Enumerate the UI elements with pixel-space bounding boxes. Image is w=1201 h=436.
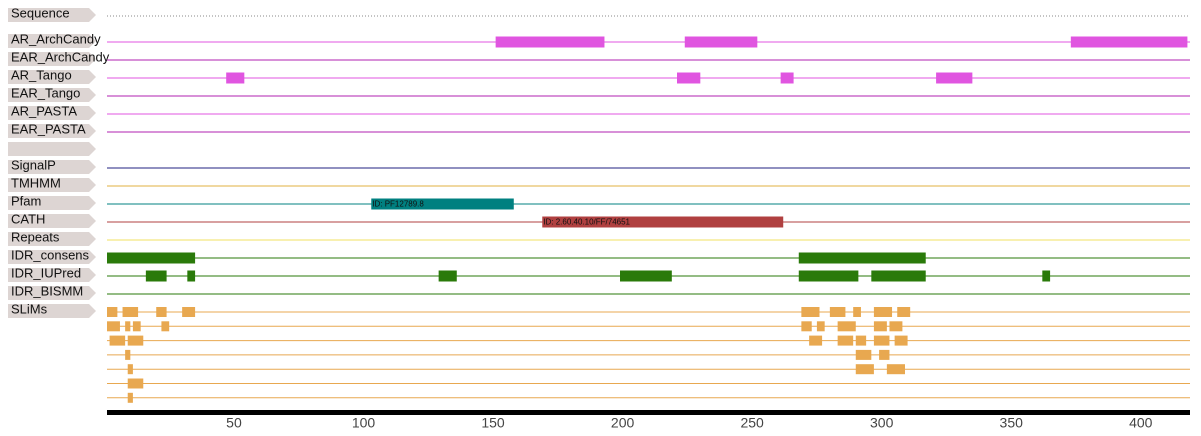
axis-bar (107, 410, 1190, 415)
feature (873, 307, 893, 317)
feature (798, 252, 926, 264)
feature (936, 72, 973, 84)
feature (620, 270, 672, 282)
feature (816, 321, 825, 332)
feature (886, 364, 905, 375)
track-tag (8, 106, 96, 120)
feature (1042, 270, 1051, 282)
feature (226, 72, 245, 84)
feature (855, 364, 874, 375)
track-label: Repeats (11, 229, 60, 244)
feature (122, 307, 139, 317)
tick-label: 50 (226, 415, 242, 431)
feature (127, 392, 133, 403)
feature (107, 321, 120, 332)
feature (853, 307, 861, 317)
track-label: EAR_ArchCandy (11, 49, 110, 64)
track-tag (8, 178, 96, 192)
track-label: IDR_BISMM (11, 283, 83, 298)
feature (855, 349, 872, 360)
track-tag (8, 286, 96, 300)
feature (145, 270, 167, 282)
feature (780, 72, 794, 84)
track-label: AR_ArchCandy (11, 31, 101, 46)
track-tag (8, 34, 96, 48)
tick-label: 150 (481, 415, 505, 431)
feature (161, 321, 170, 332)
feature (879, 349, 890, 360)
track-tag (8, 250, 96, 264)
tick-label: 100 (352, 415, 376, 431)
track-tag (8, 88, 96, 102)
track-label: IDR_consens (11, 247, 90, 262)
track-tag (8, 8, 96, 22)
feature (495, 36, 605, 48)
feature (837, 321, 856, 332)
track-tag (8, 52, 96, 66)
track-label: SignalP (11, 157, 56, 172)
feature (127, 364, 133, 375)
feature (107, 252, 196, 264)
track-label: AR_PASTA (11, 103, 77, 118)
feature (677, 72, 701, 84)
feature (132, 321, 141, 332)
track-tag (8, 304, 96, 318)
track-label: EAR_Tango (11, 85, 80, 100)
track-tag (8, 196, 96, 210)
feature (801, 307, 820, 317)
feature (897, 307, 911, 317)
track-label: EAR_PASTA (11, 121, 86, 136)
feature (127, 335, 144, 346)
track-tag (8, 214, 96, 228)
track-tag (8, 268, 96, 282)
feature (107, 307, 118, 317)
track-label: CATH (11, 211, 45, 226)
tick-label: 250 (740, 415, 764, 431)
track-tag (8, 232, 96, 246)
feature (801, 321, 812, 332)
feature (182, 307, 196, 317)
feature-label: ID: PF12789.8 (372, 200, 424, 209)
tick-label: 400 (1129, 415, 1153, 431)
feature (127, 378, 144, 389)
tick-label: 200 (611, 415, 635, 431)
feature (873, 321, 887, 332)
feature-label: ID: 2.60.40.10/FF/74651 (543, 218, 630, 227)
feature (873, 335, 890, 346)
track-tag (8, 124, 96, 138)
feature (837, 335, 854, 346)
track-label: Pfam (11, 193, 41, 208)
feature (438, 270, 457, 282)
feature (871, 270, 926, 282)
track-label: IDR_IUPred (11, 265, 81, 280)
feature (125, 321, 131, 332)
feature (684, 36, 758, 48)
feature (855, 335, 867, 346)
track-label: Sequence (11, 5, 70, 20)
feature (187, 270, 196, 282)
feature (894, 335, 908, 346)
track-label: TMHMM (11, 175, 61, 190)
tick-label: 350 (1000, 415, 1024, 431)
track-tag (8, 70, 96, 84)
track-tag (8, 160, 96, 174)
feature (1070, 36, 1188, 48)
track-label: AR_Tango (11, 67, 72, 82)
feature (371, 198, 514, 210)
feature (798, 270, 859, 282)
feature (125, 349, 131, 360)
feature (542, 216, 784, 228)
feature (889, 321, 903, 332)
feature (109, 335, 126, 346)
feature (156, 307, 167, 317)
track-tag (8, 142, 96, 156)
feature (829, 307, 846, 317)
track-label: SLiMs (11, 301, 48, 316)
feature (809, 335, 823, 346)
tick-label: 300 (870, 415, 894, 431)
